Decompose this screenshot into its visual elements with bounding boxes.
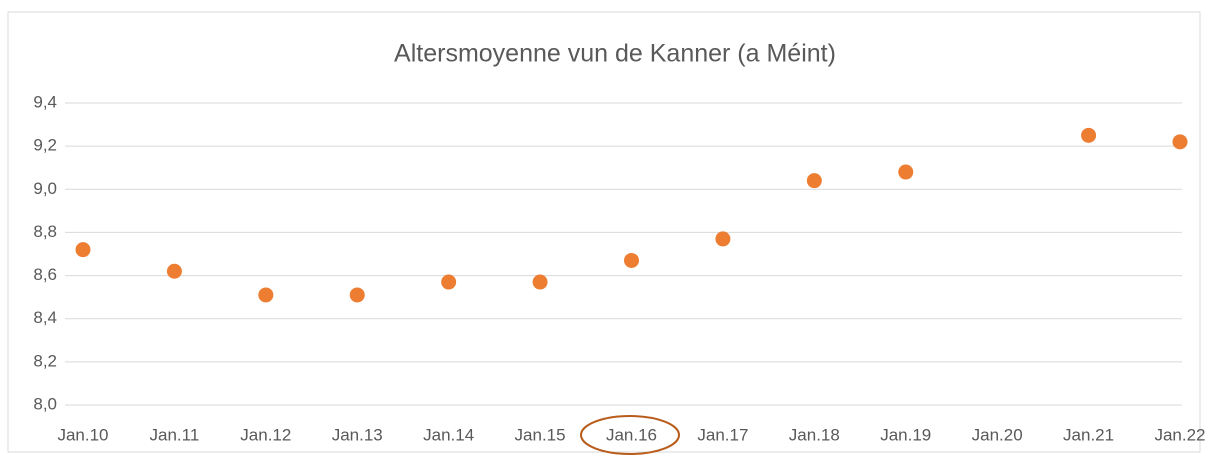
x-tick-label: Jan.15: [515, 425, 566, 444]
x-tick-label: Jan.21: [1063, 425, 1114, 444]
y-tick-label: 8,2: [33, 351, 57, 370]
y-tick-label: 8,0: [33, 394, 57, 413]
chart-title: Altersmoyenne vun de Kanner (a Méint): [394, 40, 836, 68]
x-tick-label: Jan.12: [240, 425, 291, 444]
point: [166, 263, 182, 279]
x-tick-label: Jan.20: [972, 425, 1023, 444]
point: [1081, 127, 1097, 143]
point: [75, 242, 91, 258]
point: [532, 274, 548, 290]
x-tick-label: Jan.22: [1154, 425, 1205, 444]
y-tick-label: 9,4: [33, 92, 57, 111]
x-tick-label: Jan.19: [880, 425, 931, 444]
point: [806, 173, 822, 189]
x-tick-label: Jan.11: [150, 425, 200, 444]
y-tick-label: 8,8: [33, 222, 57, 241]
point: [624, 252, 639, 268]
point: [1172, 134, 1188, 150]
x-tick-label: Jan.17: [697, 425, 748, 444]
point: [898, 164, 914, 180]
x-tick-label: Jan.14: [423, 425, 474, 444]
point: [441, 274, 457, 290]
highlight-ellipse: [580, 415, 680, 455]
x-tick-label: Jan.10: [57, 425, 108, 444]
y-tick-label: 8,4: [33, 308, 57, 327]
point: [349, 287, 365, 303]
x-tick-label: Jan.18: [789, 425, 840, 444]
y-tick-label: 8,6: [33, 265, 57, 284]
point: [258, 287, 274, 303]
x-tick-label: Jan.13: [332, 425, 383, 444]
x-tick-label: Jan.16: [606, 425, 657, 444]
point: [715, 231, 731, 247]
y-tick-label: 9,0: [33, 179, 57, 198]
y-tick-label: 9,2: [33, 136, 57, 155]
